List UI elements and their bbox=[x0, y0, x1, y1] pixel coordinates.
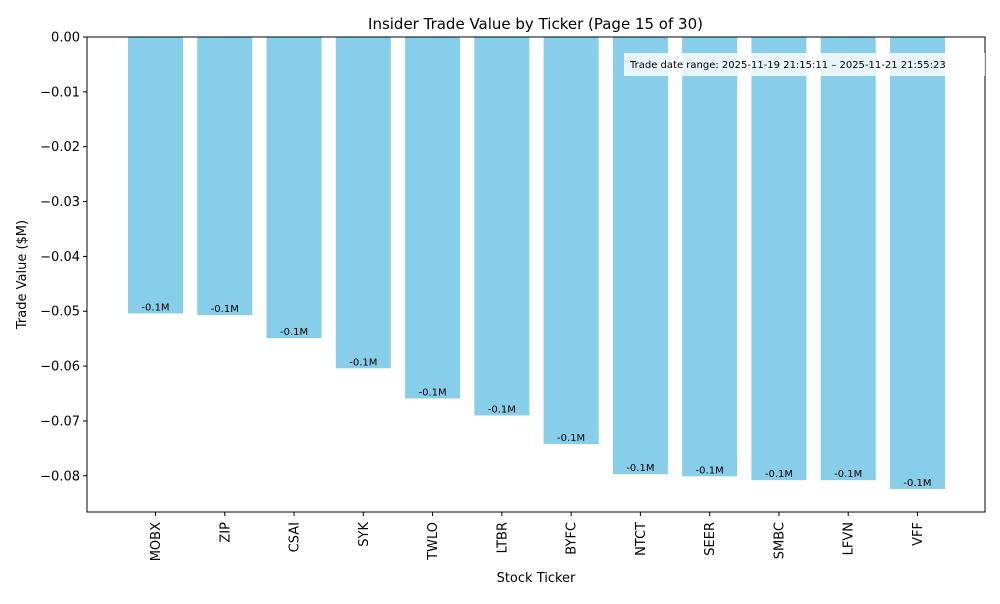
x-axis: MOBX ZIP CSAI SYK TWLO LTBR BYFC NTCT SEER SMBC LF… bbox=[149, 512, 926, 561]
bar-byfc bbox=[543, 37, 599, 444]
data-label: -0.1M bbox=[280, 327, 308, 338]
y-axis-label: Trade Value ($M) bbox=[15, 220, 30, 330]
annotation-background bbox=[624, 53, 985, 76]
data-label: -0.1M bbox=[211, 304, 239, 315]
y-tick-label: −0.06 bbox=[40, 360, 80, 375]
bar-mobx bbox=[128, 37, 183, 314]
bar-zip bbox=[197, 37, 253, 316]
date-range-annotation: Trade date range: 2025-11-19 21:15:11 – … bbox=[629, 60, 946, 71]
bar-smbc bbox=[751, 37, 807, 481]
x-tick-label: VFF bbox=[911, 522, 926, 546]
x-axis-label: Stock Ticker bbox=[497, 571, 576, 586]
y-tick-label: −0.03 bbox=[40, 195, 80, 210]
data-label: -0.1M bbox=[488, 404, 516, 415]
data-label: -0.1M bbox=[626, 463, 654, 474]
bar-vff bbox=[889, 37, 945, 489]
x-tick-label: SEER bbox=[703, 522, 718, 556]
annotation-box: Trade date range: 2025-11-19 21:15:11 – … bbox=[624, 53, 985, 76]
x-tick-label: ZIP bbox=[218, 522, 233, 543]
bar-ntct bbox=[612, 37, 668, 475]
bars bbox=[128, 37, 945, 489]
bar-csai bbox=[266, 37, 322, 339]
bar-twlo bbox=[405, 37, 461, 399]
data-label: -0.1M bbox=[349, 357, 377, 368]
bar-ltbr bbox=[474, 37, 530, 416]
data-label: -0.1M bbox=[557, 433, 585, 444]
y-tick-label: −0.08 bbox=[40, 469, 80, 484]
x-tick-label: NTCT bbox=[634, 522, 649, 556]
x-tick-label: SMBC bbox=[772, 522, 787, 559]
x-tick-label: SYK bbox=[357, 522, 372, 547]
x-tick-label: TWLO bbox=[426, 522, 441, 561]
x-tick-label: LTBR bbox=[495, 522, 510, 553]
data-labels: -0.1M -0.1M -0.1M -0.1M -0.1M -0.1M -0.1M -0.1M… bbox=[141, 302, 931, 489]
data-label: -0.1M bbox=[419, 387, 447, 398]
data-label: -0.1M bbox=[696, 465, 724, 476]
data-label: -0.1M bbox=[834, 469, 862, 480]
bar-lfvn bbox=[820, 37, 876, 481]
y-tick-label: −0.01 bbox=[40, 85, 80, 100]
x-tick-label: CSAI bbox=[288, 522, 303, 552]
y-tick-label: −0.04 bbox=[40, 250, 80, 265]
data-label: -0.1M bbox=[765, 469, 793, 480]
x-tick-label: LFVN bbox=[842, 522, 857, 555]
data-label: -0.1M bbox=[141, 302, 169, 313]
bar-syk bbox=[335, 37, 391, 369]
y-tick-label: −0.02 bbox=[40, 140, 80, 155]
x-tick-label: BYFC bbox=[565, 522, 580, 555]
x-tick-label: MOBX bbox=[149, 522, 164, 561]
bar-seer bbox=[682, 37, 738, 477]
plot-frame bbox=[86, 36, 986, 513]
y-tick-label: 0.00 bbox=[51, 31, 80, 46]
data-label: -0.1M bbox=[903, 478, 931, 489]
chart-title: Insider Trade Value by Ticker (Page 15 o… bbox=[368, 15, 703, 33]
y-tick-label: −0.07 bbox=[40, 414, 80, 429]
y-tick-label: −0.05 bbox=[40, 305, 80, 320]
y-axis: 0.00 −0.01 −0.02 −0.03 −0.04 −0.05 −0.06 −0.07 −… bbox=[40, 31, 87, 484]
